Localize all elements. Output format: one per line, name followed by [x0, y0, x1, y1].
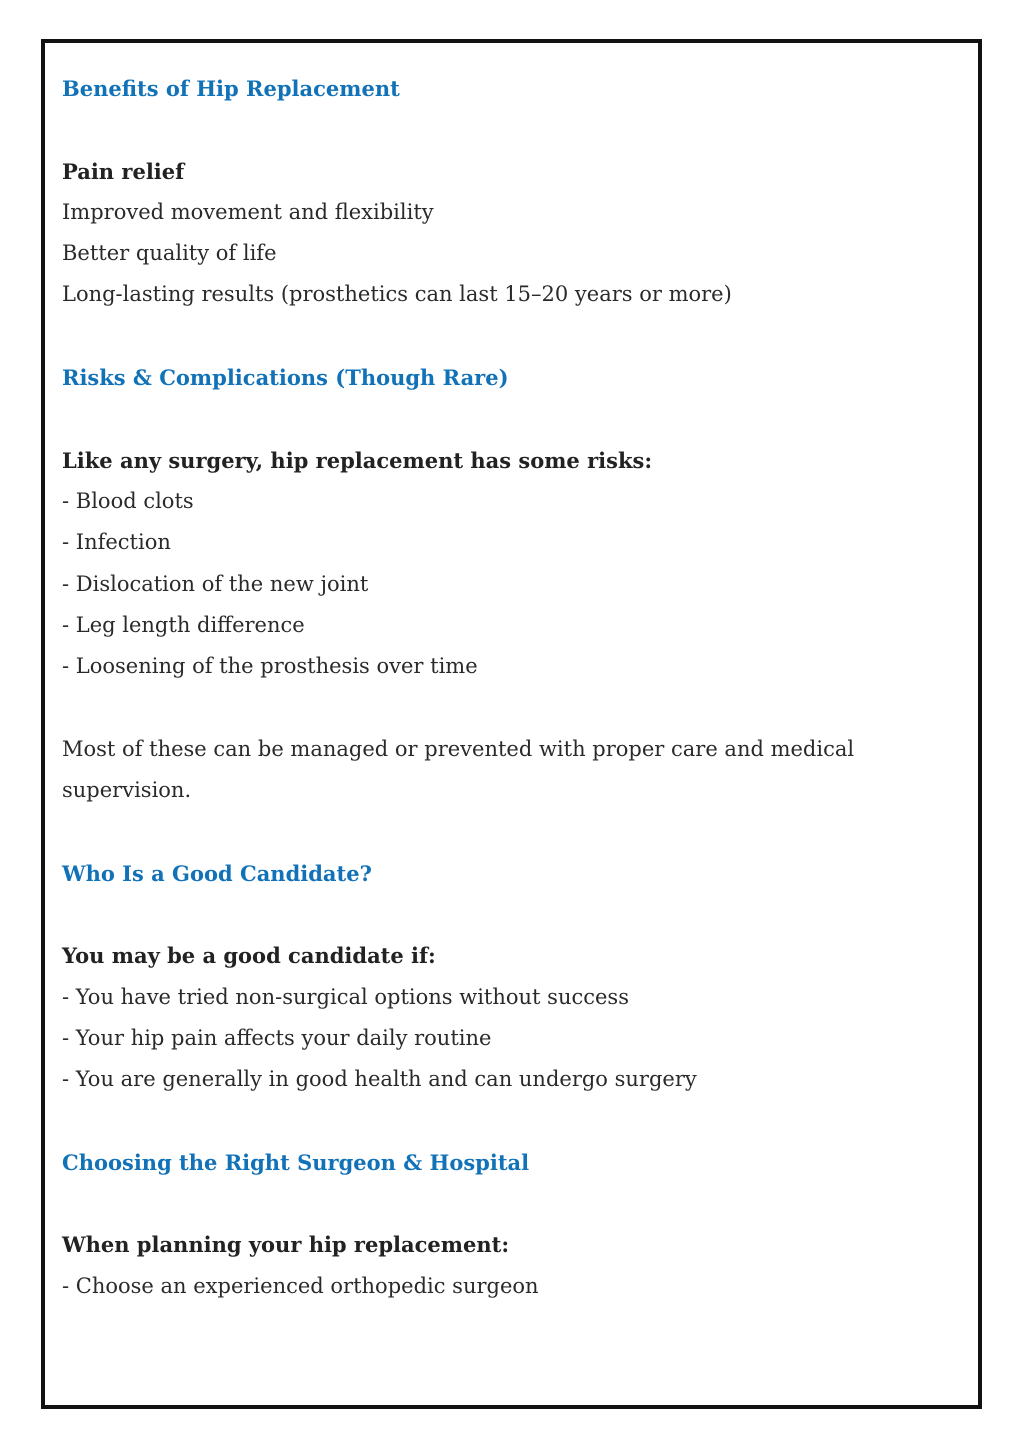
list-item: - Infection [62, 530, 171, 555]
list-item: - Leg length difference [62, 612, 305, 637]
section-heading-surgeon: Choosing the Right Surgeon & Hospital [62, 1149, 530, 1175]
list-item: - Choose an experienced orthopedic surge… [62, 1273, 539, 1298]
section-heading-benefits: Benefits of Hip Replacement [62, 76, 400, 101]
list-item: - You are generally in good health and c… [62, 1067, 697, 1092]
risks-note-line: supervision. [62, 778, 192, 803]
list-item: - Dislocation of the new joint [62, 571, 369, 596]
spacer [62, 1100, 961, 1141]
candidate-lead: You may be a good candidate if: [62, 943, 436, 969]
spacer [62, 811, 961, 852]
list-item: - You have tried non-surgical options wi… [62, 984, 629, 1009]
spacer [62, 894, 961, 935]
list-item: Improved movement and flexibility [62, 199, 434, 224]
spacer [62, 109, 961, 150]
benefits-lead: Pain relief [62, 158, 185, 184]
spacer [62, 687, 961, 728]
document-page: Benefits of Hip Replacement Pain relief … [41, 39, 982, 1409]
spacer [62, 1183, 961, 1224]
list-item: - Loosening of the prosthesis over time [62, 654, 478, 679]
document-content: Benefits of Hip Replacement Pain relief … [62, 68, 961, 1307]
list-item: - Blood clots [62, 488, 194, 513]
list-item: - Your hip pain affects your daily routi… [62, 1025, 492, 1050]
risks-lead: Like any surgery, hip replacement has so… [62, 447, 653, 473]
list-item: Better quality of life [62, 241, 277, 266]
spacer [62, 398, 961, 439]
section-heading-candidate: Who Is a Good Candidate? [62, 860, 372, 886]
section-heading-risks: Risks & Complications (Though Rare) [62, 365, 509, 391]
surgeon-lead: When planning your hip replacement: [62, 1232, 510, 1258]
list-item: Long-lasting results (prosthetics can la… [62, 282, 732, 307]
spacer [62, 316, 961, 357]
risks-note-line: Most of these can be managed or prevente… [62, 736, 855, 761]
